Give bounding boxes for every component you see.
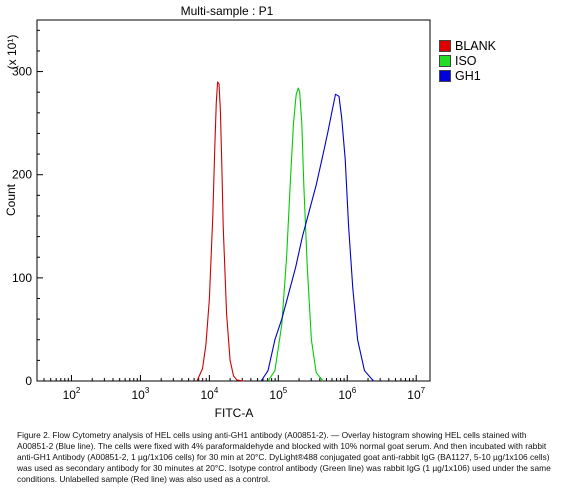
- legend-swatch-blank: [439, 39, 451, 52]
- chart-legend: BLANK ISO GH1: [439, 38, 496, 83]
- x-tick-label: 104: [200, 386, 218, 402]
- legend-swatch-gh1: [439, 69, 451, 82]
- x-tick-label: 103: [132, 386, 150, 402]
- chart-title: Multi-sample : P1: [181, 4, 274, 18]
- x-axis-title: FITC-A: [215, 406, 254, 420]
- x-tick-label: 102: [63, 386, 81, 402]
- legend-label-iso: ISO: [455, 53, 477, 68]
- series-line-iso: [267, 87, 324, 382]
- y-axis-title: Count: [4, 183, 18, 216]
- x-tick-label: 106: [338, 386, 356, 402]
- legend-item-gh1: GH1: [439, 68, 496, 83]
- y-tick-label: 200: [12, 168, 32, 182]
- legend-label-gh1: GH1: [455, 68, 481, 83]
- series-line-gh1: [260, 93, 374, 382]
- y-tick-label: 100: [12, 271, 32, 285]
- legend-swatch-iso: [439, 54, 451, 67]
- y-tick-label: 300: [12, 65, 32, 79]
- plot-area-frame: [36, 19, 431, 382]
- legend-item-blank: BLANK: [439, 38, 496, 53]
- legend-label-blank: BLANK: [455, 38, 496, 53]
- x-tick-label: 105: [269, 386, 287, 402]
- y-multiplier-label: (x 10¹): [5, 35, 19, 70]
- x-tick-label: 107: [407, 386, 425, 402]
- figure-caption: Figure 2. Flow Cytometry analysis of HEL…: [17, 430, 551, 484]
- series-line-blank: [196, 81, 244, 382]
- legend-item-iso: ISO: [439, 53, 496, 68]
- y-tick-label: 0: [25, 374, 32, 388]
